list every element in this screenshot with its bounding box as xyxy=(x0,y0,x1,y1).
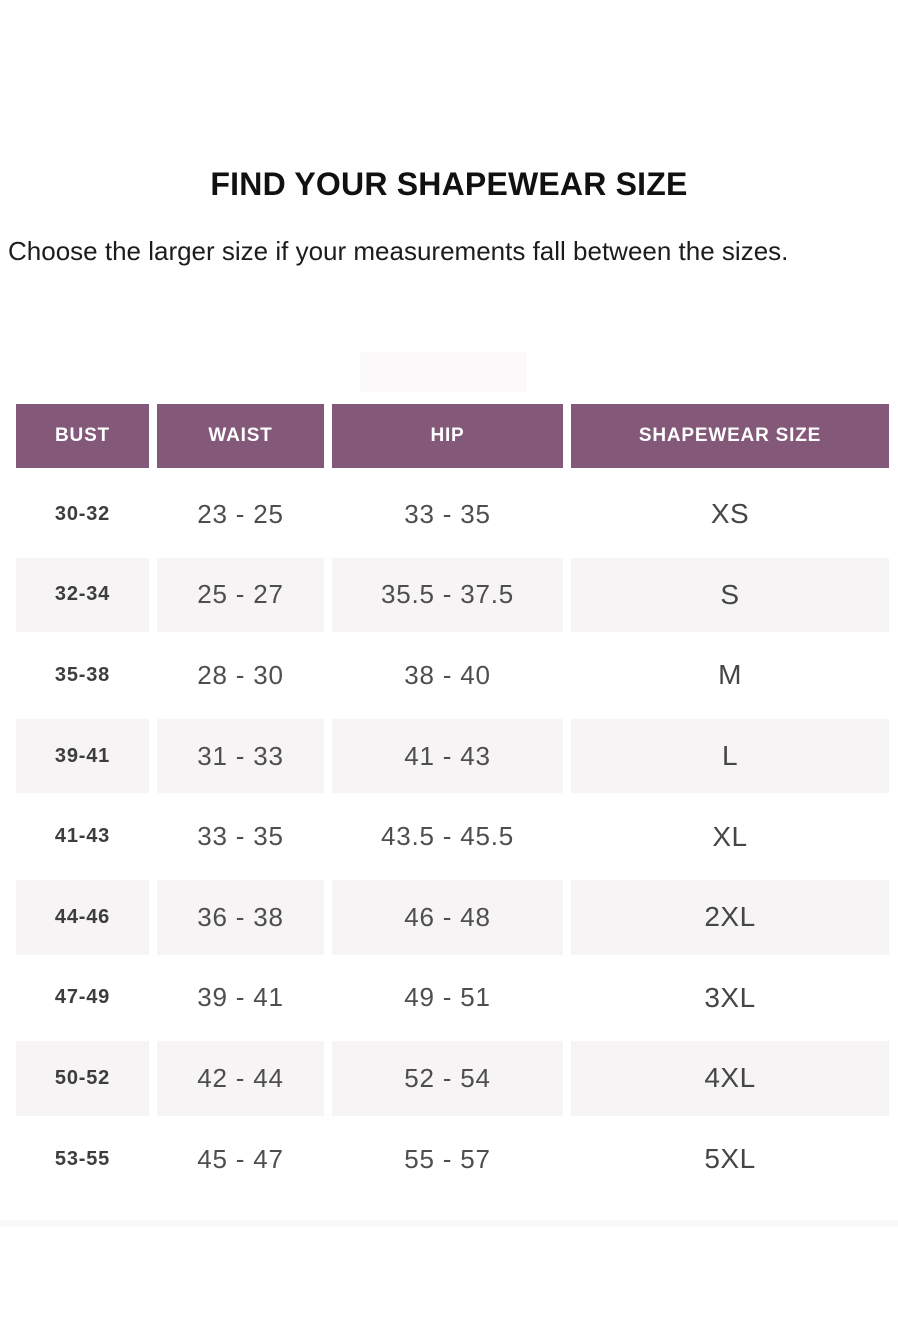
hip-cell: 35.5 - 37.5 xyxy=(332,554,563,636)
waist-cell: 33 - 35 xyxy=(197,821,284,852)
column-header-bust: BUST xyxy=(16,404,149,468)
table-row: 50-52 42 - 44 52 - 54 4XL xyxy=(16,1038,889,1119)
size-chart-body: 30-32 23 - 25 33 - 35 XS 32-34 25 - 27 35.5 - … xyxy=(16,468,889,1199)
bust-cell: 44-46 xyxy=(16,876,149,958)
size-cell: S xyxy=(571,554,889,636)
page-subtitle: Choose the larger size if your measureme… xyxy=(8,236,789,266)
table-row: 44-46 36 - 38 46 - 48 2XL xyxy=(16,876,889,958)
table-row: 47-49 39 - 41 49 - 51 3XL xyxy=(16,958,889,1039)
table-row: 35-38 28 - 30 38 - 40 M xyxy=(16,635,889,716)
column-header-waist: WAIST xyxy=(157,404,324,468)
background-artifact xyxy=(360,352,527,392)
page-title: FIND YOUR SHAPEWEAR SIZE xyxy=(210,166,688,202)
table-row: 39-41 31 - 33 41 - 43 L xyxy=(16,715,889,797)
hip-cell: 33 - 35 xyxy=(404,498,491,529)
size-cell: 5XL xyxy=(704,1143,756,1175)
size-cell: XS xyxy=(710,498,750,530)
waist-cell: 28 - 30 xyxy=(197,659,284,690)
waist-cell: 42 - 44 xyxy=(157,1038,324,1119)
size-chart-header-row: BUST WAIST HIP SHAPEWEAR SIZE xyxy=(16,404,889,468)
table-row: 41-43 33 - 35 43.5 - 45.5 XL xyxy=(16,796,889,877)
bust-cell: 50-52 xyxy=(16,1038,149,1119)
size-chart-table: BUST WAIST HIP SHAPEWEAR SIZE 30-32 23 - … xyxy=(16,404,889,1199)
column-header-shapewear-size: SHAPEWEAR SIZE xyxy=(571,404,889,468)
bust-cell: 30-32 xyxy=(54,502,111,525)
hip-cell: 43.5 - 45.5 xyxy=(380,821,515,852)
bust-cell: 39-41 xyxy=(16,715,149,797)
hip-cell: 46 - 48 xyxy=(332,876,563,958)
table-row: 30-32 23 - 25 33 - 35 XS xyxy=(16,474,889,555)
waist-cell: 23 - 25 xyxy=(197,498,284,529)
bust-cell: 32-34 xyxy=(16,554,149,636)
waist-cell: 36 - 38 xyxy=(157,876,324,958)
waist-cell: 25 - 27 xyxy=(157,554,324,636)
hip-cell: 55 - 57 xyxy=(404,1143,491,1174)
column-header-hip: HIP xyxy=(332,404,563,468)
table-row: 53-55 45 - 47 55 - 57 5XL xyxy=(16,1119,889,1200)
bust-cell: 47-49 xyxy=(54,986,111,1009)
hip-cell: 38 - 40 xyxy=(404,659,491,690)
size-cell: 3XL xyxy=(704,981,756,1013)
section-divider xyxy=(0,1220,898,1227)
hip-cell: 52 - 54 xyxy=(332,1038,563,1119)
size-cell: XL xyxy=(712,820,748,852)
bust-cell: 35-38 xyxy=(54,663,111,686)
waist-cell: 45 - 47 xyxy=(197,1143,284,1174)
waist-cell: 39 - 41 xyxy=(197,982,284,1013)
size-cell: M xyxy=(718,659,742,691)
bust-cell: 41-43 xyxy=(54,825,111,848)
size-cell: 4XL xyxy=(571,1038,889,1119)
waist-cell: 31 - 33 xyxy=(157,715,324,797)
size-cell: L xyxy=(571,715,889,797)
size-cell: 2XL xyxy=(571,876,889,958)
bust-cell: 53-55 xyxy=(54,1147,111,1170)
hip-cell: 41 - 43 xyxy=(332,715,563,797)
table-row: 32-34 25 - 27 35.5 - 37.5 S xyxy=(16,554,889,636)
hip-cell: 49 - 51 xyxy=(404,982,491,1013)
